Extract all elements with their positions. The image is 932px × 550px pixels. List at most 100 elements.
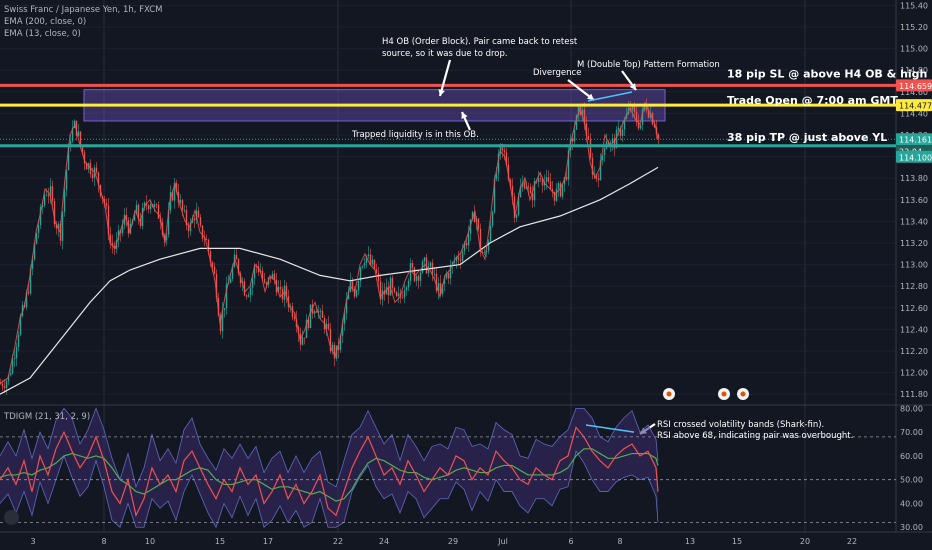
x-tick-label: Jul bbox=[497, 537, 508, 546]
upper-band-line bbox=[0, 407, 659, 489]
candle-body bbox=[79, 131, 82, 146]
osc-y-tick-label: 50.00 bbox=[900, 476, 923, 485]
candle-body bbox=[213, 266, 216, 274]
x-tick-label: 20 bbox=[800, 537, 810, 546]
trapped-arrow-head bbox=[461, 112, 468, 119]
candle-body bbox=[539, 178, 542, 180]
candle-body bbox=[361, 265, 364, 268]
candle-body bbox=[549, 181, 552, 189]
candle-body bbox=[155, 204, 158, 206]
candle-body bbox=[435, 274, 438, 291]
candle-body bbox=[111, 243, 114, 246]
candle-body bbox=[409, 263, 412, 281]
candle-body bbox=[321, 310, 324, 318]
x-tick-label: 8 bbox=[617, 537, 622, 546]
candle-body bbox=[449, 266, 452, 279]
candle-body bbox=[411, 263, 414, 268]
candle-body bbox=[495, 173, 498, 179]
current-price-tag-bg bbox=[896, 133, 932, 146]
candle-body bbox=[45, 194, 48, 196]
candle-body bbox=[541, 179, 544, 186]
candle-body bbox=[279, 287, 282, 289]
candle-body bbox=[33, 243, 36, 260]
candle-body bbox=[85, 163, 88, 170]
candle-body bbox=[17, 334, 20, 347]
x-tick-label: 29 bbox=[448, 537, 458, 546]
y-tick-label: 112.20 bbox=[900, 347, 928, 356]
candle-body bbox=[489, 225, 492, 242]
candle-body bbox=[167, 210, 170, 235]
candle-body bbox=[473, 212, 476, 223]
osc-y-tick-label: 80.00 bbox=[900, 404, 923, 413]
candle-body bbox=[191, 218, 194, 223]
ob-arrow-head bbox=[438, 89, 445, 96]
y-tick-label: 112.40 bbox=[900, 325, 928, 334]
candle-body bbox=[415, 276, 418, 281]
candle-body bbox=[493, 178, 496, 213]
symbol-legend: Swiss Franc / Japanese Yen, 1h, FXCM bbox=[4, 5, 163, 15]
candle-body bbox=[653, 124, 656, 128]
candle-body bbox=[379, 281, 382, 300]
candle-body bbox=[457, 256, 460, 260]
y-tick-label: 112.60 bbox=[900, 304, 928, 313]
candle-body bbox=[491, 212, 494, 226]
candle-body bbox=[341, 323, 344, 336]
candle-body bbox=[477, 218, 480, 229]
candle-body bbox=[277, 287, 280, 293]
candle-body bbox=[9, 373, 12, 376]
candle-body bbox=[437, 283, 440, 291]
y-tick-label: 115.40 bbox=[900, 1, 928, 10]
candle-body bbox=[183, 210, 186, 211]
y-tick-label: 113.80 bbox=[900, 174, 928, 183]
candle-body bbox=[429, 262, 432, 267]
candle-body bbox=[553, 191, 556, 201]
candle-body bbox=[77, 131, 80, 136]
candle-body bbox=[301, 337, 304, 345]
candle-body bbox=[385, 286, 388, 295]
candle-body bbox=[95, 167, 98, 173]
candle-body bbox=[311, 304, 314, 314]
ema13-line bbox=[0, 101, 659, 384]
candle-body bbox=[231, 266, 234, 279]
candle-body bbox=[317, 311, 320, 313]
candle-body bbox=[505, 152, 508, 165]
candle-body bbox=[209, 251, 212, 263]
candle-body bbox=[561, 184, 564, 197]
candle-body bbox=[403, 290, 406, 298]
candle-body bbox=[359, 267, 362, 282]
candle-body bbox=[157, 204, 160, 219]
candle-body bbox=[197, 210, 200, 218]
candle-body bbox=[333, 344, 336, 359]
candle-body bbox=[11, 358, 14, 374]
candle-body bbox=[13, 358, 16, 359]
tradingview-logo-icon[interactable] bbox=[4, 510, 19, 525]
candle-body bbox=[291, 306, 294, 318]
candle-body bbox=[635, 112, 638, 123]
candle-body bbox=[307, 319, 310, 329]
candle-body bbox=[567, 150, 570, 180]
candle-body bbox=[367, 254, 370, 256]
y-tick-label: 113.60 bbox=[900, 196, 928, 205]
candle-body bbox=[645, 105, 648, 111]
double-top-note: M (Double Top) Pattern Formation bbox=[577, 60, 720, 70]
event-flag-dot bbox=[721, 391, 727, 397]
sl-price-tag: 114.659 bbox=[899, 82, 932, 91]
candle-body bbox=[171, 192, 174, 201]
candle-body bbox=[181, 200, 184, 211]
candle-body bbox=[173, 182, 176, 201]
x-tick-label: 24 bbox=[379, 537, 389, 546]
candle-body bbox=[613, 138, 616, 149]
candle-body bbox=[405, 287, 408, 291]
candle-body bbox=[371, 259, 374, 265]
candle-body bbox=[441, 283, 444, 294]
candle-body bbox=[1, 383, 4, 387]
candle-body bbox=[603, 148, 606, 156]
candle-body bbox=[465, 243, 468, 246]
candle-body bbox=[325, 323, 328, 330]
candle-body bbox=[69, 140, 72, 146]
candle-body bbox=[229, 278, 232, 283]
candle-body bbox=[461, 251, 464, 261]
candle-body bbox=[207, 239, 210, 252]
candle-body bbox=[395, 291, 398, 297]
